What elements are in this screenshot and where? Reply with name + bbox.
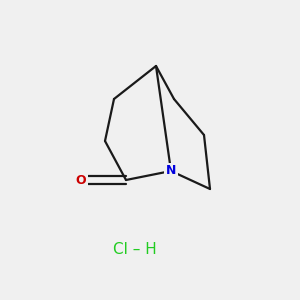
Text: Cl – H: Cl – H	[113, 242, 157, 256]
Text: O: O	[76, 173, 86, 187]
Text: N: N	[166, 164, 176, 178]
